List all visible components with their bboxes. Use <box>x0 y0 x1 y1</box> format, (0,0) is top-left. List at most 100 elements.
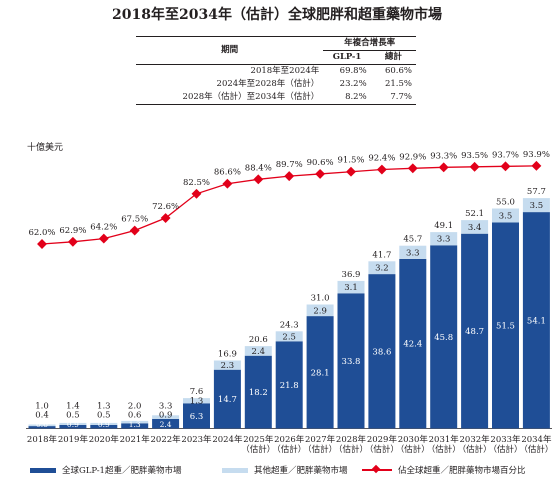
data-label-glp1: 2.4 <box>160 420 172 429</box>
bar-glp1 <box>461 233 489 429</box>
data-label-total: 3.3 <box>159 402 173 412</box>
data-label-glp1: 33.8 <box>342 357 361 367</box>
data-label-glp1: 54.1 <box>527 316 546 326</box>
cagr-row-glp1: 8.2% <box>323 91 371 105</box>
x-tick-label: （估計） <box>458 444 492 455</box>
data-label-total: 1.0 <box>35 402 49 412</box>
cagr-row-total: 21.5% <box>384 79 412 89</box>
x-tick-label: （估計） <box>396 444 430 455</box>
bar-glp1 <box>522 212 550 429</box>
share-point <box>222 178 233 189</box>
chart-title: 2018年至2034年（估計）全球肥胖和超重藥物市場 <box>112 7 442 23</box>
data-label-glp1: 0.9 <box>98 420 110 429</box>
share-label: 67.5% <box>121 215 148 225</box>
share-point <box>376 164 387 175</box>
data-label-other: 1.3 <box>190 397 204 407</box>
bar-other <box>152 415 180 419</box>
data-label-glp1: 28.1 <box>311 368 330 378</box>
bar-glp1 <box>213 369 241 429</box>
share-point <box>407 163 418 174</box>
legend-label-share: 佔全球超重／肥胖藥物市場百分比 <box>398 466 526 476</box>
share-label: 72.6% <box>152 202 179 212</box>
legend-swatch-glp1 <box>30 467 56 473</box>
cagr-row: 2024年至2028年（估計） 23.2% 21.5% <box>136 78 416 91</box>
bar-other <box>522 198 550 213</box>
bar-glp1 <box>492 222 519 429</box>
x-tick-label: （估計） <box>303 444 337 455</box>
share-label: 91.5% <box>337 156 364 166</box>
data-label-glp1: 1.3 <box>129 420 141 429</box>
cagr-table-header: 期間 年複合增長率 <box>136 36 416 65</box>
data-label-other: 3.4 <box>468 223 482 233</box>
data-label-other: 0.9 <box>159 411 173 421</box>
cagr-row-period: 2024年至2028年（估計） <box>216 79 320 89</box>
share-label: 93.7% <box>492 150 519 160</box>
data-label-glp1: 38.6 <box>372 347 391 357</box>
bar-glp1 <box>306 316 334 429</box>
share-label: 62.0% <box>28 228 55 238</box>
legend-item-share: 佔全球超重／肥胖藥物市場百分比 <box>362 464 526 476</box>
data-label-total: 41.7 <box>372 250 391 260</box>
bar-other <box>244 346 272 356</box>
unit-label: 十億美元 <box>27 143 64 153</box>
bar-other <box>121 420 149 424</box>
data-label-glp1: 0.6 <box>36 420 48 429</box>
bar-glp1 <box>28 426 56 429</box>
share-label: 92.9% <box>399 152 426 162</box>
x-tick-label: 2020年 <box>89 434 120 445</box>
x-tick-label: 2032年 <box>460 434 491 445</box>
cagr-row-glp1: 69.8% <box>339 66 367 76</box>
share-point <box>191 188 202 199</box>
data-label-total: 31.0 <box>311 294 330 304</box>
share-point <box>469 161 480 172</box>
data-label-other: 3.2 <box>375 264 389 274</box>
legend-label-other: 其他超重／肥胖藥物市場 <box>254 466 348 476</box>
data-label-other: 2.3 <box>221 361 235 371</box>
x-tick-label: 2023年 <box>181 434 212 445</box>
cagr-row-total: 7.7% <box>370 91 416 105</box>
bar-other <box>430 232 458 246</box>
cagr-header-period: 期間 <box>136 36 324 65</box>
x-tick-label: （估計） <box>365 444 399 455</box>
data-label-other: 2.9 <box>313 306 327 316</box>
data-label-total: 16.9 <box>218 350 237 360</box>
data-label-total: 55.0 <box>496 198 515 208</box>
data-label-other: 3.1 <box>344 283 358 293</box>
data-label-other: 0.5 <box>97 411 111 421</box>
bar-glp1 <box>337 293 365 429</box>
data-label-glp1: 48.7 <box>465 327 484 337</box>
legend-label-glp1: 全球GLP-1超重／肥胖藥物市場 <box>62 466 182 476</box>
share-point <box>346 166 356 177</box>
bar-other <box>213 360 241 370</box>
data-label-other: 3.5 <box>530 201 544 211</box>
data-label-glp1: 51.5 <box>496 322 515 332</box>
share-point <box>98 233 109 244</box>
x-tick-label: （估計） <box>488 444 522 455</box>
bar-glp1 <box>59 424 87 429</box>
share-point <box>160 213 171 223</box>
bar-glp1 <box>430 245 458 429</box>
data-label-other: 3.3 <box>437 235 451 245</box>
data-label-total: 20.6 <box>249 335 268 345</box>
bar-other <box>368 261 396 275</box>
data-label-total: 57.7 <box>527 187 546 197</box>
legend-swatch-other <box>222 467 248 473</box>
cagr-header-cagr: 年複合增長率 <box>323 36 416 51</box>
x-tick-label: 2030年 <box>398 434 429 445</box>
bar-other <box>28 424 56 427</box>
cagr-table: 期間 年複合增長率 GLP-1 總計 2018年至2024年 69.8% 60.… <box>136 36 416 105</box>
bar-glp1 <box>152 418 180 429</box>
cagr-row: 2028年（估計）至2034年（估計） 8.2% 7.7% <box>136 91 416 105</box>
x-tick-label: （估計） <box>334 444 368 455</box>
x-tick-label: 2033年 <box>490 434 521 445</box>
bar-other <box>306 304 334 317</box>
x-tick-label: 2034年 <box>521 434 552 445</box>
bar-glp1 <box>121 423 149 429</box>
share-label: 93.5% <box>461 151 488 161</box>
bar-glp1 <box>183 403 210 429</box>
data-label-glp1: 0.9 <box>67 420 79 429</box>
share-point <box>500 161 511 172</box>
cagr-row-total: 60.6% <box>384 66 412 76</box>
share-point <box>253 174 264 185</box>
